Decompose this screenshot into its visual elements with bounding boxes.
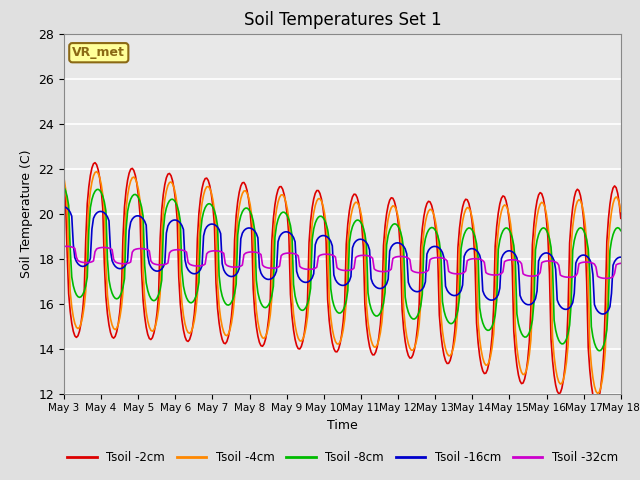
Tsoil -8cm	[254, 290, 262, 296]
X-axis label: Time: Time	[327, 419, 358, 432]
Tsoil -16cm	[617, 254, 625, 260]
Tsoil -32cm	[617, 261, 625, 266]
Line: Tsoil -16cm: Tsoil -16cm	[64, 207, 621, 314]
Line: Tsoil -4cm: Tsoil -4cm	[64, 172, 621, 394]
Tsoil -8cm	[595, 348, 603, 354]
Tsoil -16cm	[226, 274, 234, 279]
Tsoil -8cm	[586, 271, 594, 276]
Tsoil -2cm	[228, 313, 236, 319]
Tsoil -32cm	[255, 251, 263, 256]
Tsoil -32cm	[228, 264, 236, 270]
Tsoil -32cm	[588, 260, 595, 265]
Tsoil -4cm	[617, 208, 625, 214]
Tsoil -2cm	[91, 160, 99, 166]
Tsoil -32cm	[305, 266, 313, 272]
Tsoil -4cm	[246, 202, 254, 207]
Tsoil -16cm	[129, 216, 136, 222]
Tsoil -2cm	[305, 240, 313, 245]
Tsoil -2cm	[60, 181, 68, 187]
Tsoil -8cm	[129, 193, 136, 199]
Tsoil -16cm	[244, 225, 252, 231]
Tsoil -4cm	[228, 320, 236, 326]
Title: Soil Temperatures Set 1: Soil Temperatures Set 1	[244, 11, 441, 29]
Tsoil -32cm	[63, 243, 71, 249]
Tsoil -32cm	[246, 249, 254, 255]
Tsoil -8cm	[303, 301, 311, 307]
Text: VR_met: VR_met	[72, 46, 125, 59]
Tsoil -4cm	[93, 169, 100, 175]
Tsoil -32cm	[60, 243, 68, 249]
Tsoil -8cm	[244, 206, 252, 212]
Tsoil -16cm	[60, 204, 68, 210]
Tsoil -16cm	[254, 235, 262, 240]
Tsoil -2cm	[617, 216, 625, 221]
Tsoil -4cm	[255, 327, 263, 333]
Tsoil -2cm	[255, 339, 263, 345]
Tsoil -4cm	[594, 391, 602, 396]
Legend: Tsoil -2cm, Tsoil -4cm, Tsoil -8cm, Tsoil -16cm, Tsoil -32cm: Tsoil -2cm, Tsoil -4cm, Tsoil -8cm, Tsoi…	[63, 446, 622, 469]
Tsoil -32cm	[130, 247, 138, 253]
Line: Tsoil -32cm: Tsoil -32cm	[64, 246, 621, 278]
Tsoil -4cm	[588, 362, 595, 368]
Tsoil -8cm	[617, 228, 625, 234]
Tsoil -2cm	[592, 401, 600, 407]
Tsoil -16cm	[303, 279, 311, 285]
Tsoil -4cm	[305, 297, 313, 303]
Line: Tsoil -8cm: Tsoil -8cm	[64, 187, 621, 351]
Tsoil -32cm	[602, 276, 609, 281]
Tsoil -2cm	[588, 382, 595, 388]
Tsoil -8cm	[226, 301, 234, 307]
Tsoil -16cm	[598, 311, 606, 317]
Tsoil -8cm	[60, 184, 68, 190]
Tsoil -16cm	[586, 257, 594, 263]
Tsoil -4cm	[60, 175, 68, 181]
Tsoil -4cm	[130, 174, 138, 180]
Tsoil -2cm	[130, 168, 138, 173]
Tsoil -2cm	[246, 209, 254, 215]
Y-axis label: Soil Temperature (C): Soil Temperature (C)	[20, 149, 33, 278]
Line: Tsoil -2cm: Tsoil -2cm	[64, 163, 621, 404]
